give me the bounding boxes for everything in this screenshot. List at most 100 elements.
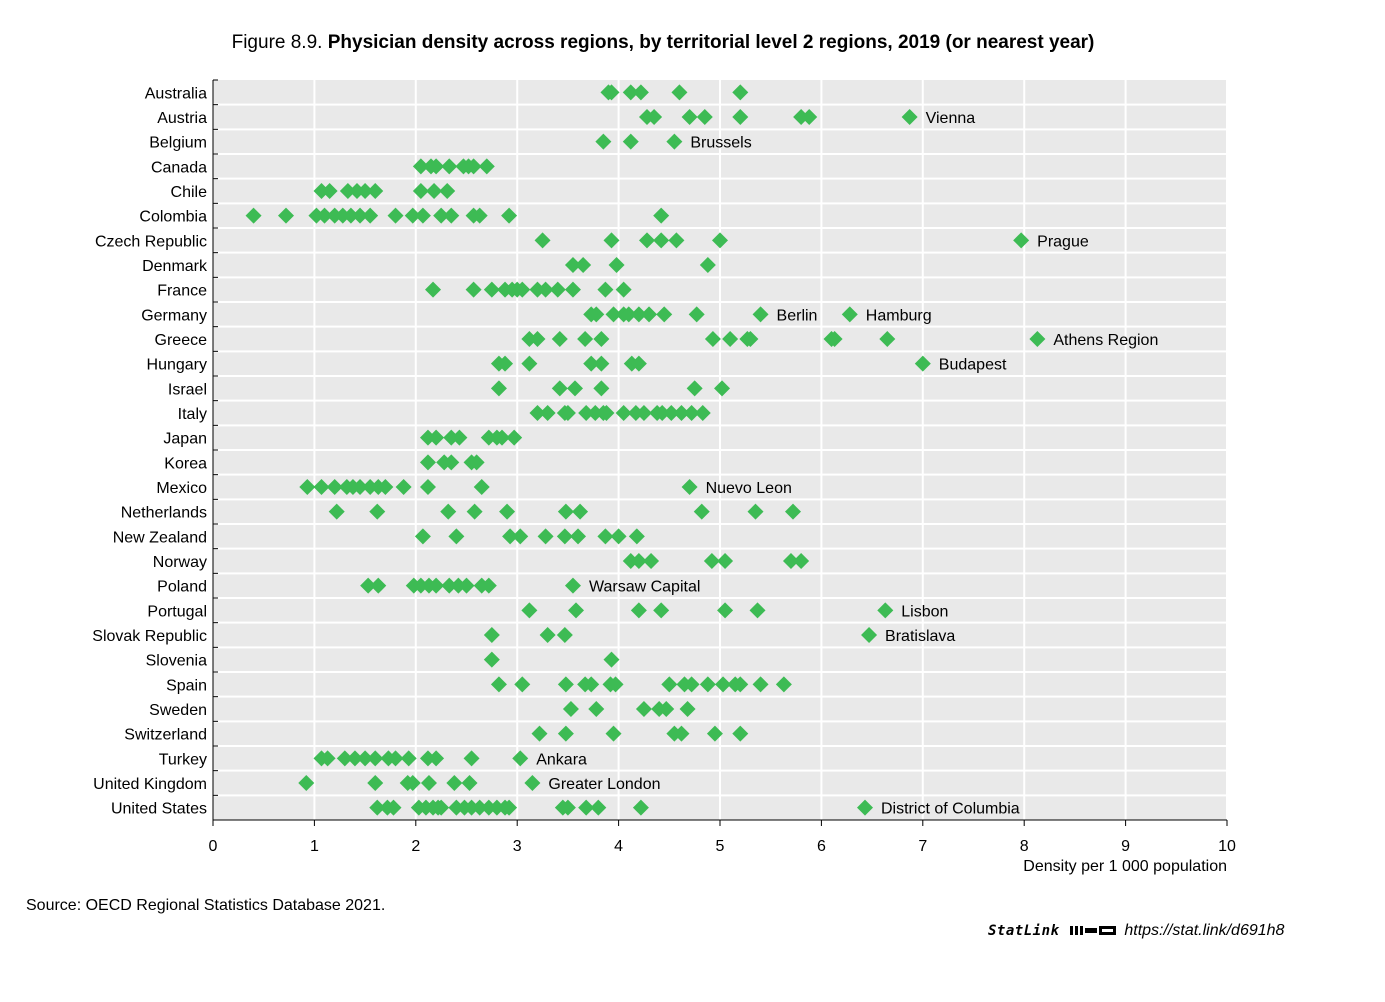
statlink-url[interactable]: https://stat.link/d691h8 bbox=[1124, 922, 1285, 939]
data-point bbox=[414, 207, 431, 224]
category-label: Denmark bbox=[142, 258, 208, 275]
category-label: Spain bbox=[166, 677, 207, 694]
data-point bbox=[367, 750, 384, 767]
data-point bbox=[514, 676, 531, 693]
region-annotation: Ankara bbox=[536, 751, 587, 768]
data-point bbox=[841, 306, 858, 323]
data-point bbox=[534, 232, 551, 249]
data-point bbox=[715, 676, 732, 693]
statlink[interactable]: StatLink https://stat.link/d691h8 bbox=[988, 922, 1284, 940]
category-label: United States bbox=[111, 801, 207, 818]
category-label: Colombia bbox=[139, 209, 207, 226]
data-point bbox=[583, 355, 600, 372]
data-point bbox=[524, 775, 541, 791]
data-point bbox=[428, 429, 445, 446]
data-point bbox=[420, 775, 437, 791]
data-point bbox=[245, 207, 262, 224]
data-point bbox=[539, 627, 556, 643]
x-tick-label: 3 bbox=[513, 838, 522, 855]
data-point bbox=[656, 306, 673, 323]
data-point bbox=[641, 306, 658, 323]
category-label: Canada bbox=[151, 159, 207, 176]
data-point bbox=[559, 405, 576, 421]
category-label: Netherlands bbox=[121, 505, 207, 522]
data-point bbox=[465, 158, 482, 175]
data-point bbox=[622, 133, 639, 150]
category-label: Austria bbox=[157, 110, 207, 127]
data-point bbox=[570, 528, 587, 545]
data-point bbox=[605, 725, 622, 742]
data-point bbox=[653, 602, 670, 619]
data-point bbox=[572, 503, 589, 520]
data-point bbox=[632, 799, 649, 816]
data-point bbox=[360, 577, 377, 594]
data-point bbox=[463, 799, 480, 816]
data-point bbox=[414, 528, 431, 545]
data-point bbox=[590, 799, 607, 816]
x-tick-label: 1 bbox=[310, 838, 319, 855]
data-point bbox=[577, 331, 594, 347]
region-annotation: Vienna bbox=[926, 110, 976, 127]
data-point bbox=[428, 158, 445, 175]
data-point bbox=[357, 183, 374, 199]
data-point bbox=[704, 331, 721, 347]
data-point bbox=[483, 281, 500, 298]
data-point bbox=[583, 676, 600, 693]
data-point bbox=[673, 725, 690, 742]
data-point bbox=[732, 109, 749, 125]
category-label: Israel bbox=[168, 381, 207, 398]
category-label: Germany bbox=[141, 307, 207, 324]
data-point bbox=[564, 577, 581, 594]
data-point bbox=[480, 799, 497, 816]
data-point bbox=[514, 281, 531, 298]
x-tick-label: 7 bbox=[918, 838, 927, 855]
data-point bbox=[313, 183, 330, 199]
data-point bbox=[419, 454, 436, 471]
data-point bbox=[593, 331, 610, 347]
category-label: Czech Republic bbox=[95, 233, 207, 250]
region-annotation: Warsaw Capital bbox=[589, 579, 700, 596]
data-point bbox=[483, 651, 500, 668]
data-point bbox=[562, 701, 579, 717]
data-point bbox=[493, 429, 510, 446]
x-tick-label: 4 bbox=[614, 838, 623, 855]
data-point bbox=[443, 454, 460, 471]
data-point bbox=[326, 479, 343, 495]
data-point bbox=[443, 429, 460, 446]
data-point bbox=[465, 281, 482, 298]
data-point bbox=[529, 405, 546, 421]
data-point bbox=[512, 750, 529, 767]
data-point bbox=[441, 577, 458, 594]
x-tick-label: 2 bbox=[411, 838, 420, 855]
data-point bbox=[557, 676, 574, 693]
data-point bbox=[551, 331, 568, 347]
data-point bbox=[490, 676, 507, 693]
figure-main-title: Physician density across regions, by ter… bbox=[327, 32, 1095, 53]
region-annotation: Berlin bbox=[777, 307, 818, 324]
data-point bbox=[597, 281, 614, 298]
data-point bbox=[377, 479, 394, 495]
x-axis-title: Density per 1 000 population bbox=[1023, 858, 1227, 875]
data-point bbox=[357, 750, 374, 767]
category-label: Norway bbox=[153, 554, 207, 571]
region-annotation: District of Columbia bbox=[881, 801, 1020, 818]
data-point bbox=[578, 405, 595, 421]
data-point bbox=[521, 602, 538, 619]
data-point bbox=[471, 207, 488, 224]
data-point bbox=[501, 799, 518, 816]
data-point bbox=[367, 183, 384, 199]
category-label: Hungary bbox=[147, 357, 207, 374]
data-point bbox=[531, 725, 548, 742]
statlink-brand: StatLink bbox=[988, 923, 1060, 939]
data-point bbox=[630, 553, 647, 569]
region-annotation: Bratislava bbox=[885, 628, 955, 645]
category-label: United Kingdom bbox=[93, 776, 207, 793]
data-point bbox=[663, 405, 680, 421]
region-annotation: Brussels bbox=[690, 135, 751, 152]
data-point bbox=[699, 257, 716, 273]
data-point bbox=[352, 207, 369, 224]
data-point bbox=[608, 257, 625, 273]
data-point bbox=[450, 577, 467, 594]
data-point bbox=[857, 799, 874, 816]
